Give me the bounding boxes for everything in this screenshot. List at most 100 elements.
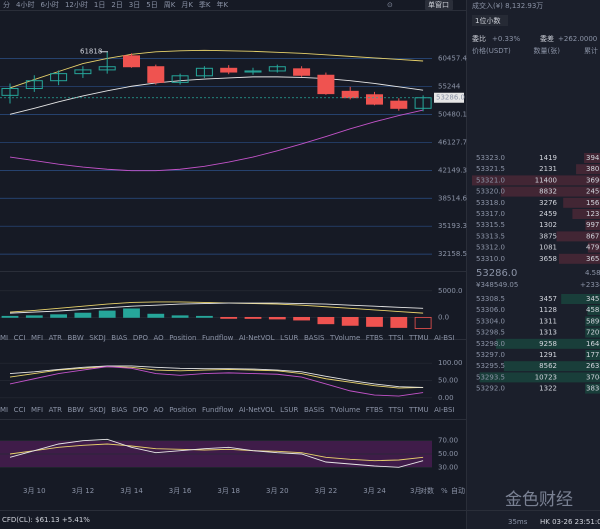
ob-qty: 3276 [539, 199, 557, 207]
histogram-bar [123, 308, 140, 318]
depth-bar [585, 316, 600, 327]
indicator-tab[interactable]: MFI [31, 334, 43, 342]
indicator-tab[interactable]: DPO [133, 406, 149, 414]
candle-body [268, 66, 286, 72]
ob-price: 53293.5 [476, 373, 505, 381]
depth-bar [572, 209, 600, 219]
indicator-tab[interactable]: FTBS [366, 334, 384, 342]
indicator-line [9, 301, 424, 314]
ob-qty: 11400 [535, 176, 557, 184]
interval-tab[interactable]: 2日 [111, 1, 122, 9]
interval-tab[interactable]: 5日 [146, 1, 157, 9]
interval-tab[interactable]: 分 [3, 0, 10, 9]
indicator-tab[interactable]: AI-NetVOL [239, 406, 275, 414]
indicator-tab[interactable]: Fundflow [202, 406, 234, 414]
x-tick-label: 3月 16 [169, 487, 192, 495]
candle-body [293, 68, 311, 76]
indicator-tab[interactable]: DPO [133, 334, 149, 342]
indicator-tab[interactable]: TTMU [408, 334, 429, 342]
ob-price: 53313.5 [476, 232, 505, 240]
indicator-tab[interactable]: Position [169, 334, 196, 342]
indicator-tab[interactable]: CCI [14, 406, 26, 414]
ob-qty: 1313 [539, 329, 557, 337]
ob-cum: 3690 [586, 176, 600, 184]
indicator-tab[interactable]: BIAS [111, 406, 128, 414]
ob-qty: 8832 [539, 188, 557, 196]
ob-header: 价格(USDT) [472, 46, 511, 55]
indicator-tab[interactable]: BBW [67, 406, 83, 414]
histogram-bar [1, 315, 19, 318]
interval-tab[interactable]: 12小时 [65, 0, 88, 9]
histogram-bar [220, 316, 238, 319]
candle-body [25, 80, 43, 90]
indicator-tab[interactable]: TTSI [388, 334, 404, 342]
ob-cum: 1237 [586, 210, 600, 218]
indicator-tab[interactable]: BIAS [111, 334, 128, 342]
x-tick-label: 3月 18 [217, 487, 240, 495]
latency: 35ms [508, 518, 528, 526]
indicator-tab[interactable]: BASIS [304, 406, 325, 414]
candle-body [1, 88, 19, 96]
axis-control[interactable]: % [441, 487, 448, 495]
y-tick-label: 100.00 [438, 359, 463, 367]
indicator-tab[interactable]: LSUR [280, 334, 298, 342]
axis-control[interactable]: 自动 [451, 486, 465, 495]
indicator-tab[interactable]: TVolume [329, 406, 360, 414]
ob-qty: 1128 [539, 306, 557, 314]
indicator-tab[interactable]: FTBS [366, 406, 384, 414]
indicator-line [9, 366, 424, 389]
interval-tab[interactable]: 年K [217, 0, 229, 9]
candle-body [147, 66, 165, 83]
indicator-tab[interactable]: AI-NetVOL [239, 334, 275, 342]
indicator-tab[interactable]: TTSI [388, 406, 404, 414]
interval-tab[interactable]: 4小时 [16, 0, 34, 9]
histogram-bar [74, 312, 92, 318]
indicator-tab[interactable]: MI [0, 406, 8, 414]
ob-qty: 1081 [539, 244, 557, 252]
interval-tab[interactable]: 6小时 [40, 0, 58, 9]
mid-diff: +2334 [580, 281, 600, 289]
indicator-tab[interactable]: TTMU [408, 406, 429, 414]
interval-tab[interactable]: 3日 [129, 1, 140, 9]
indicator-line [9, 109, 424, 172]
ob-price: 53308.5 [476, 295, 505, 303]
interval-tab[interactable]: 周K [164, 1, 176, 9]
window-label[interactable]: 单窗口 [428, 0, 449, 9]
tool-icon[interactable]: ⊙ [387, 1, 393, 9]
indicator-tab[interactable]: AO [154, 334, 165, 342]
indicator-tab[interactable]: BBW [67, 334, 83, 342]
interval-tab[interactable]: 1日 [94, 1, 105, 9]
footer: CFD(CL): $61.13 +5.41% [2, 516, 90, 524]
y-tick-label: 5000.0 [438, 287, 463, 295]
diff-label: 委差 [540, 34, 554, 43]
interval-tab[interactable]: 季K [199, 0, 211, 9]
indicator-tab[interactable]: BASIS [304, 334, 325, 342]
indicator-tab[interactable]: MFI [31, 406, 43, 414]
indicator-tab[interactable]: Fundflow [202, 334, 234, 342]
window-button[interactable] [425, 0, 453, 10]
indicator-tab[interactable]: Position [169, 406, 196, 414]
indicator-tab[interactable]: AI-BSI [434, 334, 454, 342]
ob-qty: 10723 [535, 373, 557, 381]
indicator-tab[interactable]: SKDJ [89, 406, 106, 414]
x-tick-label: 3月 12 [72, 487, 95, 495]
precision[interactable]: 1位小数 [475, 16, 500, 25]
indicator-tab[interactable]: MI [0, 334, 8, 342]
ob-cum: 997 [586, 221, 599, 229]
diff: +262.0000 [558, 35, 597, 43]
indicator-tab[interactable]: AI-BSI [434, 406, 454, 414]
indicator-tab[interactable]: LSUR [280, 406, 298, 414]
indicator-tab[interactable]: ATR [49, 334, 63, 342]
interval-tab[interactable]: 月K [181, 1, 193, 9]
axis-control[interactable]: 对数 [420, 486, 434, 495]
indicator-tab[interactable]: CCI [14, 334, 26, 342]
ob-qty: 1322 [539, 385, 557, 393]
indicator-tab[interactable]: TVolume [329, 334, 360, 342]
indicator-line [9, 366, 424, 397]
indicator-tab[interactable]: AO [154, 406, 165, 414]
indicator-tab[interactable]: ATR [49, 406, 63, 414]
histogram-bar [268, 316, 286, 320]
indicator-tab[interactable]: SKDJ [89, 334, 106, 342]
precision-box[interactable] [472, 15, 508, 26]
